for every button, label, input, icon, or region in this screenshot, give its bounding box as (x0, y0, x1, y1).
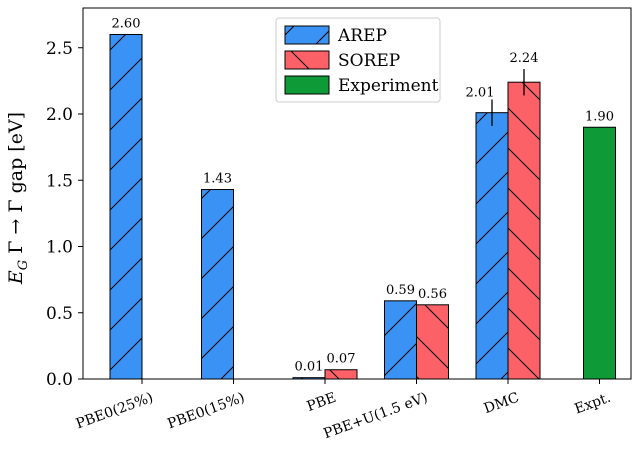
arep-bar-4-hatch (384, 300, 417, 379)
arep-bar-5-hatch (476, 112, 508, 380)
legend-swatch-experiment (284, 75, 330, 95)
y-tick-label: 2.5 (46, 39, 73, 59)
y-tick-label: 0.0 (46, 370, 73, 390)
experiment-bar-6 (583, 126, 616, 380)
x-tick-label: PBE0(25%) (74, 390, 155, 433)
plot-area: 0.0 0.5 1.0 1.5 2.0 2.5 2.60 1.43 0.01 0.59 2.01 0.… (46, 7, 632, 442)
x-tick-label: PBE0(15%) (165, 390, 246, 433)
legend-label-experiment: Experiment (338, 76, 439, 96)
x-tick-label: PBE (305, 390, 339, 415)
data-label: 0.59 (386, 283, 415, 298)
data-label: 2.24 (510, 51, 539, 66)
data-label: 2.60 (112, 17, 141, 32)
sorep-bar-4-hatch (416, 304, 449, 379)
y-tick-label: 2.0 (46, 105, 73, 125)
x-tick-label: DMC (482, 390, 522, 417)
arep-bar-2-hatch (201, 189, 234, 379)
y-tick-label: 1.0 (46, 238, 73, 258)
data-label: 1.90 (585, 109, 614, 124)
data-label: 0.56 (418, 287, 447, 302)
x-tick-label: PBE+U(1.5 eV) (321, 390, 429, 442)
data-label: 2.01 (466, 86, 495, 101)
data-label: 0.07 (327, 352, 356, 367)
data-label: 0.01 (295, 360, 324, 375)
y-tick-label: 0.5 (46, 304, 73, 324)
arep-bar-1-hatch (110, 34, 142, 379)
arep-bar-3-hatch (293, 377, 325, 379)
sorep-bar-5-hatch (508, 82, 540, 379)
legend: AREP SOREP Experiment (275, 17, 441, 103)
legend-label-arep: AREP (337, 26, 387, 46)
y-tick-label: 1.5 (46, 171, 73, 191)
y-axis-label: EG Γ → Γ gap [eV] (5, 112, 31, 285)
data-label: 1.43 (203, 172, 232, 187)
legend-label-sorep: SOREP (338, 51, 400, 71)
x-tick-label: Expt. (572, 390, 612, 418)
sorep-bar-3-hatch (325, 369, 357, 379)
